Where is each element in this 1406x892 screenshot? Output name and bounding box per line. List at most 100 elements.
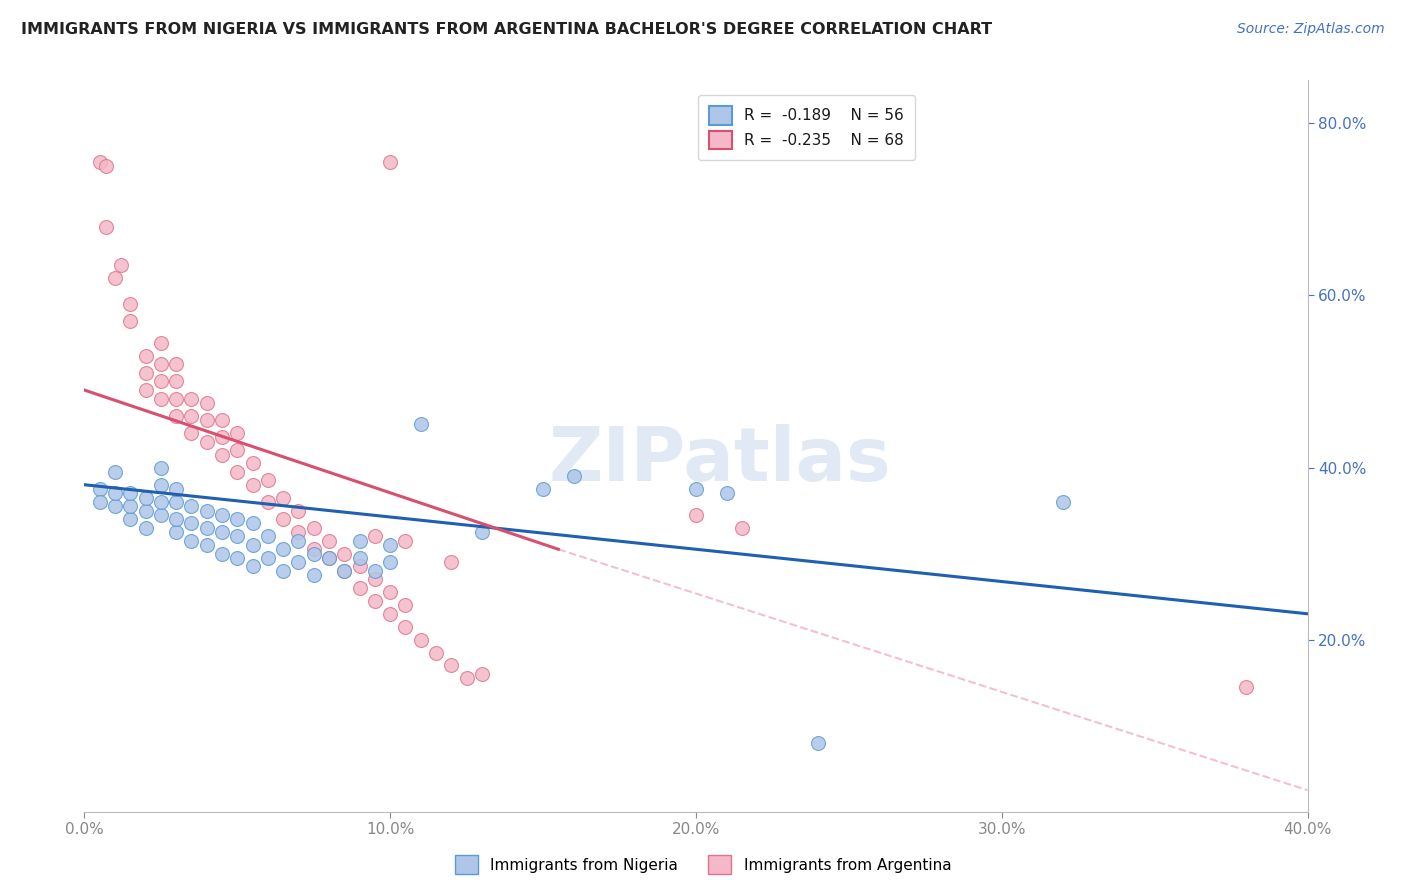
- Point: [271, 564, 294, 578]
- Point: [302, 547, 325, 561]
- Text: ZIPatlas: ZIPatlas: [550, 424, 891, 497]
- Point: [318, 550, 340, 565]
- Point: [257, 474, 280, 488]
- Point: [349, 550, 371, 565]
- Point: [135, 383, 157, 397]
- Point: [120, 314, 142, 328]
- Point: [135, 491, 157, 505]
- Point: [149, 392, 172, 406]
- Point: [257, 529, 280, 543]
- Point: [211, 430, 233, 444]
- Point: [110, 258, 132, 272]
- Point: [135, 366, 157, 380]
- Point: [104, 486, 127, 500]
- Point: [242, 538, 264, 552]
- Point: [226, 443, 249, 458]
- Text: IMMIGRANTS FROM NIGERIA VS IMMIGRANTS FROM ARGENTINA BACHELOR'S DEGREE CORRELATI: IMMIGRANTS FROM NIGERIA VS IMMIGRANTS FR…: [21, 22, 993, 37]
- Point: [195, 434, 218, 449]
- Point: [440, 555, 463, 569]
- Point: [349, 581, 371, 595]
- Point: [349, 533, 371, 548]
- Point: [180, 500, 202, 514]
- Point: [180, 516, 202, 531]
- Point: [94, 219, 117, 234]
- Point: [302, 521, 325, 535]
- Point: [349, 559, 371, 574]
- Point: [89, 495, 111, 509]
- Point: [364, 529, 387, 543]
- Point: [120, 500, 142, 514]
- Point: [287, 503, 309, 517]
- Point: [195, 521, 218, 535]
- Point: [165, 495, 187, 509]
- Point: [89, 482, 111, 496]
- Point: [135, 503, 157, 517]
- Point: [716, 486, 738, 500]
- Point: [271, 491, 294, 505]
- Point: [242, 516, 264, 531]
- Point: [531, 482, 554, 496]
- Point: [149, 335, 172, 350]
- Point: [104, 271, 127, 285]
- Point: [257, 550, 280, 565]
- Point: [380, 155, 402, 169]
- Point: [165, 512, 187, 526]
- Point: [271, 512, 294, 526]
- Point: [180, 409, 202, 423]
- Point: [685, 508, 707, 522]
- Point: [226, 550, 249, 565]
- Point: [807, 736, 830, 750]
- Point: [195, 396, 218, 410]
- Point: [440, 658, 463, 673]
- Point: [562, 469, 585, 483]
- Point: [180, 533, 202, 548]
- Point: [364, 573, 387, 587]
- Point: [333, 547, 356, 561]
- Point: [409, 417, 432, 432]
- Point: [287, 533, 309, 548]
- Point: [471, 667, 494, 681]
- Point: [394, 620, 416, 634]
- Point: [226, 465, 249, 479]
- Point: [165, 482, 187, 496]
- Point: [211, 413, 233, 427]
- Point: [380, 585, 402, 599]
- Point: [333, 564, 356, 578]
- Point: [364, 594, 387, 608]
- Point: [135, 521, 157, 535]
- Point: [287, 524, 309, 539]
- Legend: R =  -0.189    N = 56, R =  -0.235    N = 68: R = -0.189 N = 56, R = -0.235 N = 68: [699, 95, 915, 160]
- Point: [180, 392, 202, 406]
- Point: [380, 607, 402, 621]
- Point: [120, 486, 142, 500]
- Point: [394, 598, 416, 612]
- Point: [226, 529, 249, 543]
- Point: [318, 550, 340, 565]
- Point: [149, 477, 172, 491]
- Point: [685, 482, 707, 496]
- Point: [1052, 495, 1074, 509]
- Point: [165, 357, 187, 371]
- Point: [425, 646, 447, 660]
- Point: [364, 564, 387, 578]
- Legend: Immigrants from Nigeria, Immigrants from Argentina: Immigrants from Nigeria, Immigrants from…: [449, 849, 957, 880]
- Text: Source: ZipAtlas.com: Source: ZipAtlas.com: [1237, 22, 1385, 37]
- Point: [380, 555, 402, 569]
- Point: [731, 521, 754, 535]
- Point: [149, 375, 172, 389]
- Point: [409, 632, 432, 647]
- Point: [104, 465, 127, 479]
- Point: [333, 564, 356, 578]
- Point: [211, 547, 233, 561]
- Point: [456, 671, 478, 685]
- Point: [302, 568, 325, 582]
- Point: [257, 495, 280, 509]
- Point: [104, 500, 127, 514]
- Point: [226, 512, 249, 526]
- Point: [195, 503, 218, 517]
- Point: [180, 426, 202, 441]
- Point: [394, 533, 416, 548]
- Point: [271, 542, 294, 557]
- Point: [380, 538, 402, 552]
- Point: [89, 155, 111, 169]
